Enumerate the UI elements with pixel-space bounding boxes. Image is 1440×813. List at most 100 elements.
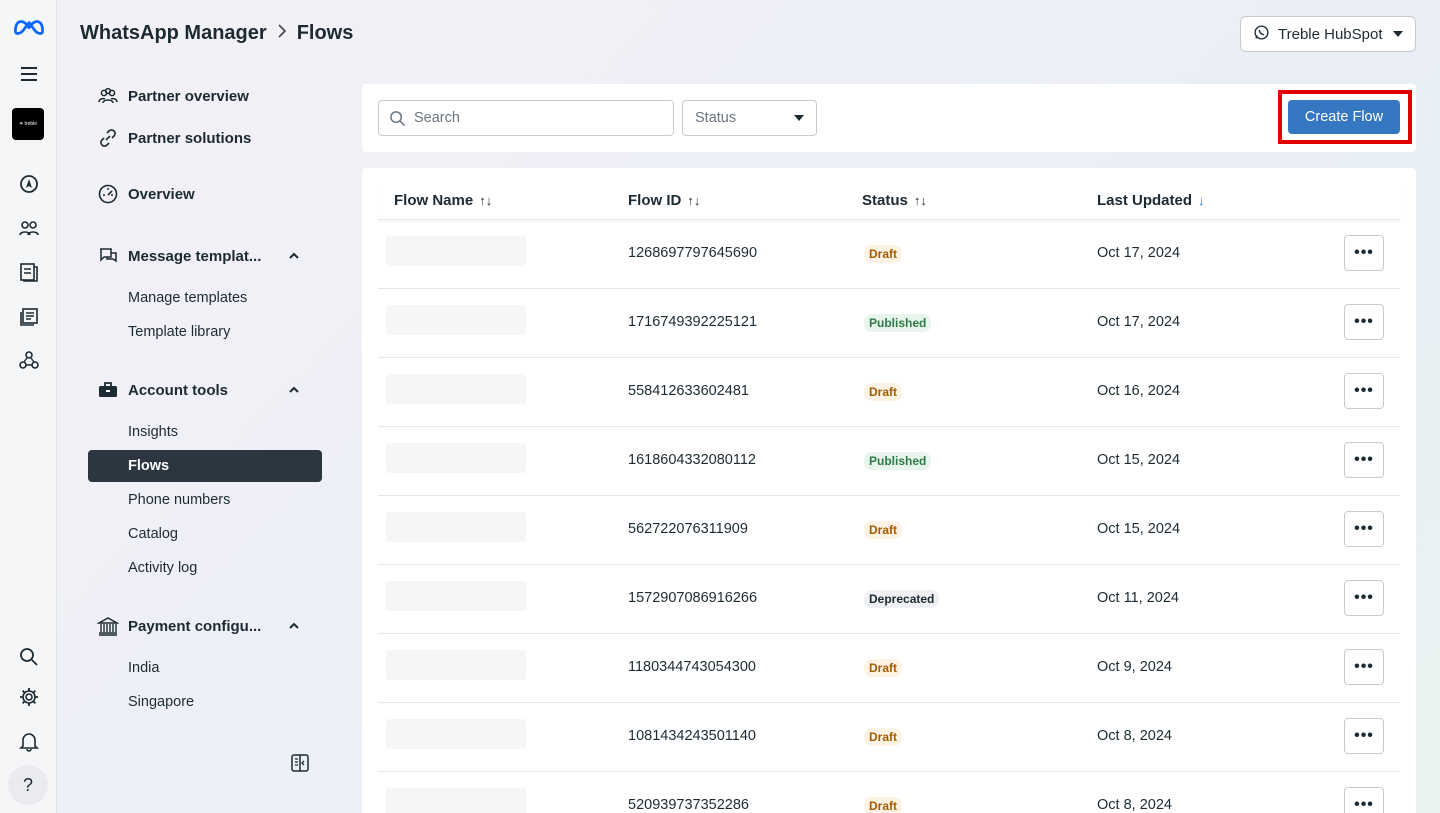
sidebar-item-label: Partner overview (128, 87, 249, 105)
search-icon (390, 110, 406, 126)
flows-table: Flow Name ↑↓ Flow ID ↑↓ Status ↑↓ Last U… (362, 168, 1416, 813)
more-options-button[interactable]: ••• (1344, 580, 1384, 616)
more-options-button[interactable]: ••• (1344, 649, 1384, 685)
flow-name-redacted (386, 650, 526, 680)
sidebar-item-insights[interactable]: Insights (128, 424, 178, 440)
sort-icon: ↑↓ (687, 193, 701, 208)
status-badge: Draft (864, 728, 903, 746)
page-title: Flows (296, 22, 354, 44)
column-header-label: Status (862, 192, 908, 209)
table-row[interactable]: 1081434243501140 Draft Oct 8, 2024 ••• (378, 703, 1400, 772)
flow-name-redacted (386, 374, 526, 404)
more-options-button[interactable]: ••• (1344, 511, 1384, 547)
sidebar-item-label: Partner solutions (128, 129, 252, 147)
search-box[interactable] (378, 100, 674, 136)
sidebar-item-phone-numbers[interactable]: Phone numbers (128, 492, 231, 508)
meta-logo-icon[interactable] (0, 10, 57, 42)
sidebar-item-singapore[interactable]: Singapore (128, 694, 195, 710)
compass-icon[interactable] (0, 168, 57, 200)
more-options-button[interactable]: ••• (1344, 718, 1384, 754)
last-updated-cell: Oct 11, 2024 (1097, 590, 1179, 606)
account-selector-button[interactable]: Treble HubSpot (1240, 16, 1416, 52)
breadcrumb-root[interactable]: WhatsApp Manager (80, 22, 267, 44)
status-filter-label: Status (695, 110, 737, 126)
status-badge: Deprecated (864, 590, 940, 608)
sidebar-item-manage-templates[interactable]: Manage templates (128, 290, 248, 306)
status-badge: Published (864, 314, 932, 332)
search-icon[interactable] (0, 641, 57, 673)
collapse-sidebar-icon[interactable] (289, 752, 311, 774)
column-header-flow-id[interactable]: Flow ID ↑↓ (628, 192, 700, 209)
more-options-button[interactable]: ••• (1344, 373, 1384, 409)
sidebar-item-template-library[interactable]: Template library (128, 324, 231, 340)
caret-down-icon (794, 115, 804, 121)
chat-bubbles-icon (97, 245, 119, 267)
more-options-button[interactable]: ••• (1344, 442, 1384, 478)
chevron-up-icon[interactable] (288, 384, 300, 396)
flow-name-redacted (386, 719, 526, 749)
chevron-up-icon[interactable] (288, 250, 300, 262)
table-row[interactable]: 1572907086916266 Deprecated Oct 11, 2024 ••… (378, 565, 1400, 634)
more-options-button[interactable]: ••• (1344, 235, 1384, 271)
sidebar-item-partner-solutions[interactable]: Partner solutions (88, 122, 322, 154)
bell-icon[interactable] (0, 725, 57, 757)
people-icon (97, 85, 119, 107)
table-row[interactable]: 1618604332080112 Published Oct 15, 2024 ••• (378, 427, 1400, 496)
gear-icon[interactable] (0, 681, 57, 713)
last-updated-cell: Oct 17, 2024 (1097, 245, 1181, 261)
help-icon[interactable]: ? (8, 765, 48, 805)
table-row[interactable]: 558412633602481 Draft Oct 16, 2024 ••• (378, 358, 1400, 427)
chevron-right-icon (277, 22, 287, 45)
last-updated-cell: Oct 15, 2024 (1097, 521, 1181, 537)
last-updated-cell: Oct 15, 2024 (1097, 452, 1181, 468)
flow-id-cell: 558412633602481 (628, 383, 749, 399)
link-icon (97, 127, 119, 149)
people-icon[interactable] (0, 212, 57, 244)
account-name: Treble HubSpot (1278, 25, 1383, 43)
sidebar-item-label: Account tools (128, 381, 228, 399)
flow-name-redacted (386, 305, 526, 335)
table-row[interactable]: 1716749392225121 Published Oct 17, 2024 ••• (378, 289, 1400, 358)
sidebar-item-india[interactable]: India (128, 660, 160, 676)
table-row[interactable]: 562722076311909 Draft Oct 15, 2024 ••• (378, 496, 1400, 565)
network-icon[interactable] (0, 344, 57, 376)
chevron-up-icon[interactable] (288, 620, 300, 632)
column-header-last-updated[interactable]: Last Updated ↓ (1097, 192, 1205, 209)
last-updated-cell: Oct 17, 2024 (1097, 314, 1181, 330)
sidebar-item-partner-overview[interactable]: Partner overview (88, 80, 322, 112)
status-badge: Draft (864, 659, 903, 677)
flow-name-redacted (386, 788, 526, 813)
sidebar-item-message-templates[interactable]: Message templat... (88, 240, 322, 272)
column-header-flow-name[interactable]: Flow Name ↑↓ (394, 192, 492, 209)
caret-down-icon (1393, 31, 1403, 37)
more-options-button[interactable]: ••• (1344, 304, 1384, 340)
sidebar-item-overview[interactable]: Overview (88, 178, 322, 210)
sidebar-item-account-tools[interactable]: Account tools (88, 374, 322, 406)
sidebar-item-payment-configuration[interactable]: Payment configu... (88, 610, 322, 642)
column-header-status[interactable]: Status ↑↓ (862, 192, 927, 209)
sort-icon: ↑↓ (479, 193, 493, 208)
more-options-button[interactable]: ••• (1344, 787, 1384, 813)
create-flow-button[interactable]: Create Flow (1288, 100, 1400, 134)
business-avatar[interactable]: ✳ treble (12, 108, 44, 140)
flow-id-cell: 1716749392225121 (628, 314, 758, 330)
status-badge: Draft (864, 383, 903, 401)
sidebar-item-activity-log[interactable]: Activity log (128, 560, 198, 576)
table-row[interactable]: 520939737352286 Draft Oct 8, 2024 ••• (378, 772, 1400, 813)
sidebar-item-flows[interactable]: Flows (88, 450, 322, 482)
sidebar-item-catalog[interactable]: Catalog (128, 526, 178, 542)
last-updated-cell: Oct 8, 2024 (1097, 797, 1172, 813)
catalog-icon[interactable] (0, 300, 57, 332)
table-row[interactable]: 1268697797645690 Draft Oct 17, 2024 ••• (378, 220, 1400, 289)
flow-id-cell: 1618604332080112 (628, 452, 756, 468)
table-row[interactable]: 1180344743054300 Draft Oct 9, 2024 ••• (378, 634, 1400, 703)
highlight-frame (1278, 90, 1412, 144)
status-filter-dropdown[interactable]: Status (682, 100, 817, 136)
search-input[interactable] (414, 110, 654, 126)
flow-id-cell: 1572907086916266 (628, 590, 758, 606)
book-icon[interactable] (0, 256, 57, 288)
table-header: Flow Name ↑↓ Flow ID ↑↓ Status ↑↓ Last U… (378, 184, 1400, 220)
status-badge: Draft (864, 245, 903, 263)
menu-icon[interactable] (0, 58, 57, 90)
last-updated-cell: Oct 8, 2024 (1097, 728, 1172, 744)
